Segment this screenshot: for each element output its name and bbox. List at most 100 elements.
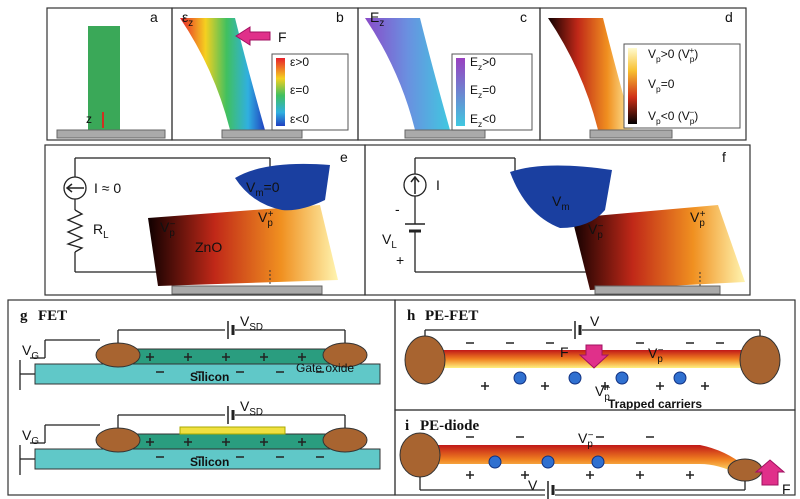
trapped-carrier xyxy=(514,372,526,384)
text-segment: <0 xyxy=(482,112,496,126)
text-segment: V xyxy=(648,77,656,91)
panel-label: c xyxy=(520,9,527,25)
text-segment: V xyxy=(648,109,656,123)
nanowire xyxy=(365,18,450,130)
zno-nanowire xyxy=(148,205,338,286)
trapped-carrier xyxy=(674,372,686,384)
electrode xyxy=(405,336,445,384)
substrate-base xyxy=(595,286,720,294)
text-segment: E xyxy=(370,9,379,25)
electrode xyxy=(740,336,780,384)
panel-label: e xyxy=(340,149,348,165)
colorbar xyxy=(276,58,285,126)
panel-title: PE-FET xyxy=(425,308,478,324)
text-segment: >0 (V xyxy=(661,47,690,61)
panel-label: a xyxy=(150,9,158,25)
text-segment: <0 (V xyxy=(661,109,690,123)
text-segment: R xyxy=(93,221,103,237)
legend-text: ε>0 xyxy=(290,55,309,69)
material-label: ZnO xyxy=(195,239,222,255)
electrode xyxy=(728,459,762,481)
substrate-label: Silicon xyxy=(190,455,229,469)
text-segment: =0 xyxy=(264,179,280,195)
legend-text: ε<0 xyxy=(290,112,309,126)
text-segment: E xyxy=(470,55,478,69)
current-label: I xyxy=(436,177,440,193)
text-segment: E xyxy=(470,112,478,126)
figure: azεzbFε>0ε=0ε<0EzcEz>0Ez=0Ez<0dVp>0 (Vp+… xyxy=(0,0,800,499)
oxide-label: Gate oxide xyxy=(296,361,354,375)
text-segment: =0 xyxy=(661,77,675,91)
current-label: I ≈ 0 xyxy=(94,180,121,196)
trapped-carrier xyxy=(489,456,501,468)
trapped-carrier xyxy=(569,372,581,384)
substrate-base xyxy=(172,286,322,294)
electrode xyxy=(96,343,140,367)
panel-label: g xyxy=(20,308,28,324)
force-label: F xyxy=(560,344,569,360)
text-segment: − xyxy=(658,345,664,356)
text-segment: SD xyxy=(249,322,263,333)
text-segment: z xyxy=(188,18,193,29)
panel-label: h xyxy=(407,308,416,324)
polarity: + xyxy=(396,252,404,268)
polarity: - xyxy=(395,201,400,217)
voltage-label: V xyxy=(590,313,600,329)
zno-nanowire xyxy=(572,205,745,290)
axis-label: z xyxy=(86,112,92,126)
electrode xyxy=(96,428,140,452)
text-segment: + xyxy=(268,209,274,220)
trapped-carrier xyxy=(592,456,604,468)
trapped-carrier xyxy=(542,456,554,468)
text-segment: m xyxy=(561,202,569,213)
panel-title: εz xyxy=(182,9,193,29)
gate xyxy=(180,427,285,434)
substrate-base xyxy=(590,130,672,138)
note: Trapped carriers xyxy=(608,397,702,411)
panel-label: d xyxy=(725,9,733,25)
panel-title: FET xyxy=(38,308,67,324)
text-segment: L xyxy=(391,240,397,251)
text-segment: z xyxy=(379,18,384,29)
text-segment: − xyxy=(598,221,604,232)
text-segment: SD xyxy=(249,407,263,418)
panel-title: PE-diode xyxy=(420,418,480,434)
text-segment: ) xyxy=(694,47,698,61)
text-segment: m xyxy=(255,188,263,199)
vg-label: VG xyxy=(22,427,39,447)
force-label: F xyxy=(782,481,791,497)
panel-label: f xyxy=(722,149,726,165)
colorbar xyxy=(628,48,637,124)
force-label: F xyxy=(278,29,287,45)
legend-text: ε=0 xyxy=(290,83,309,97)
text-segment: G xyxy=(31,351,39,362)
text-segment: >0 xyxy=(482,55,496,69)
electrode xyxy=(323,428,367,452)
text-segment: E xyxy=(470,83,478,97)
vg-label: VG xyxy=(22,342,39,362)
text-segment: V xyxy=(648,47,656,61)
text-segment: L xyxy=(103,230,109,241)
resistor-label: RL xyxy=(93,221,109,241)
substrate-base xyxy=(57,130,165,138)
text-segment: + xyxy=(700,209,706,220)
text-segment: =0 xyxy=(482,83,496,97)
colorbar xyxy=(456,58,465,126)
trapped-carrier xyxy=(616,372,628,384)
electrode xyxy=(400,433,440,477)
load-label: VL xyxy=(382,231,397,251)
voltage-label: V xyxy=(528,477,538,493)
substrate-base xyxy=(405,130,485,138)
panel-label: b xyxy=(336,9,344,25)
panel-label: i xyxy=(405,418,409,434)
text-segment: G xyxy=(31,436,39,447)
substrate-base xyxy=(222,130,302,138)
force-arrow xyxy=(756,460,784,485)
text-segment: − xyxy=(170,219,176,230)
text-segment: + xyxy=(605,383,611,394)
substrate-label: Silicon xyxy=(190,370,229,384)
page: azεzbFε>0ε=0ε<0EzcEz>0Ez=0Ez<0dVp>0 (Vp+… xyxy=(0,0,800,499)
text-segment: − xyxy=(588,430,594,441)
nanowire xyxy=(548,18,633,130)
text-segment: ) xyxy=(694,109,698,123)
